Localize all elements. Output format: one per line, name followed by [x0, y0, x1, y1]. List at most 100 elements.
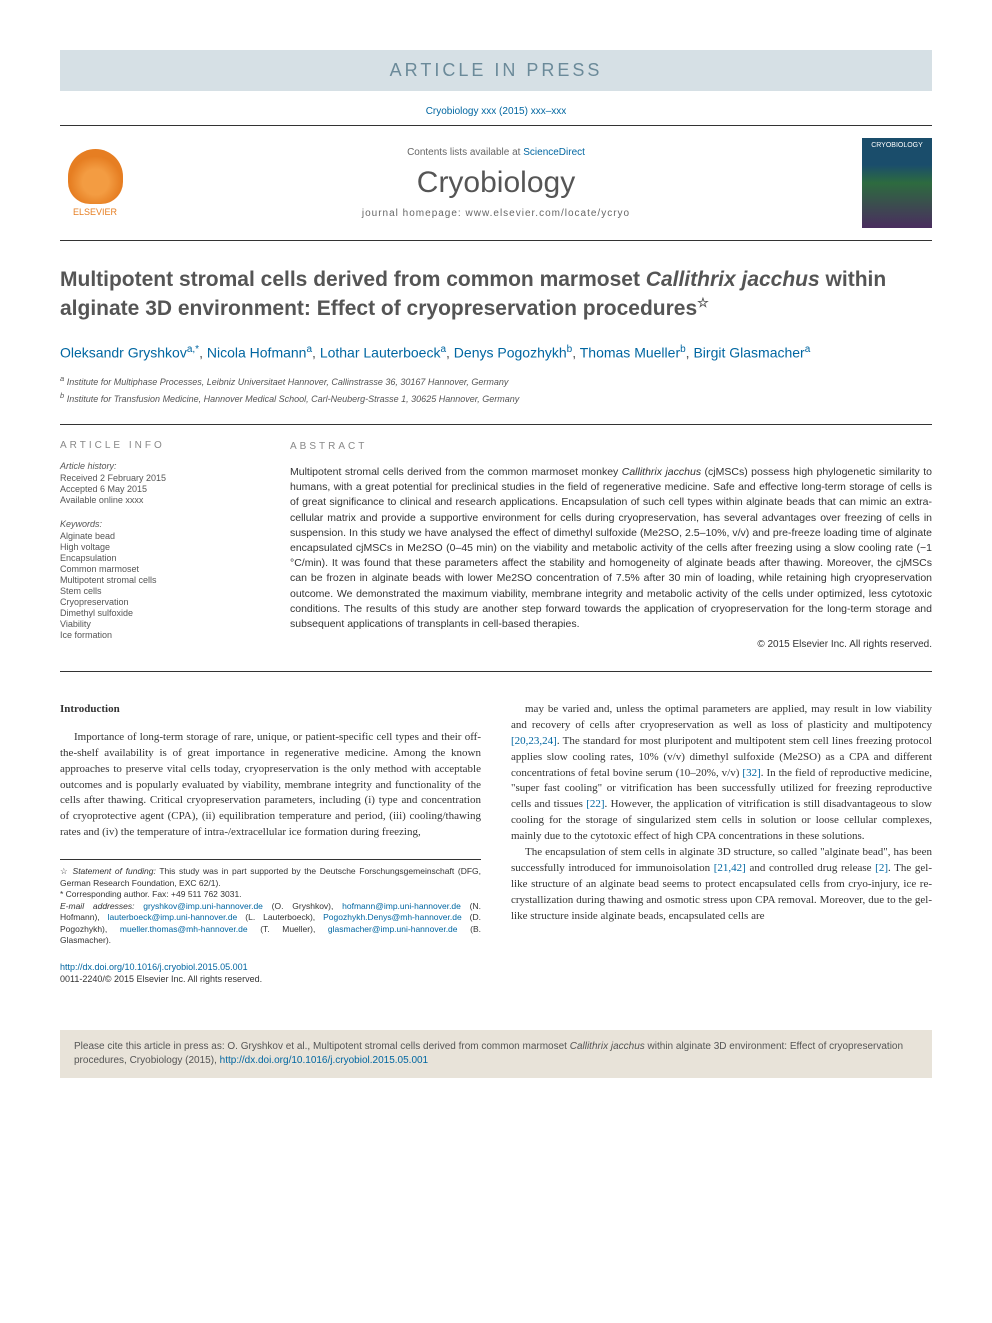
- email-link[interactable]: gryshkov@imp.uni-hannover.de: [143, 901, 263, 911]
- divider: [60, 671, 932, 672]
- history-accepted: Accepted 6 May 2015: [60, 484, 260, 494]
- author-link[interactable]: Nicola Hofmann: [207, 344, 307, 360]
- author-affil-sup: a: [805, 344, 811, 355]
- keyword: Viability: [60, 619, 260, 629]
- keyword: Stem cells: [60, 586, 260, 596]
- history-received: Received 2 February 2015: [60, 473, 260, 483]
- author-link[interactable]: Lothar Lauterboeck: [320, 344, 441, 360]
- email-link[interactable]: mueller.thomas@mh-hannover.de: [120, 924, 248, 934]
- history-online: Available online xxxx: [60, 495, 260, 505]
- author-list: Oleksandr Gryshkova,*, Nicola Hofmanna, …: [60, 342, 932, 364]
- article-title: Multipotent stromal cells derived from c…: [60, 266, 932, 324]
- doi-block: http://dx.doi.org/10.1016/j.cryobiol.201…: [60, 961, 481, 985]
- email-who: (L. Lauterboeck),: [237, 912, 323, 922]
- cite-box-doi-link[interactable]: http://dx.doi.org/10.1016/j.cryobiol.201…: [220, 1055, 428, 1066]
- email-link[interactable]: Pogozhykh.Denys@mh-hannover.de: [323, 912, 462, 922]
- journal-homepage-line: journal homepage: www.elsevier.com/locat…: [130, 208, 862, 219]
- abstract: ABSTRACT Multipotent stromal cells deriv…: [290, 440, 932, 652]
- email-who: (O. Gryshkov),: [263, 901, 342, 911]
- author-link[interactable]: Oleksandr Gryshkov: [60, 344, 187, 360]
- journal-header: ELSEVIER Contents lists available at Sci…: [60, 125, 932, 241]
- author-link[interactable]: Denys Pogozhykh: [454, 344, 567, 360]
- keyword: Multipotent stromal cells: [60, 575, 260, 585]
- affil-label: b: [60, 391, 64, 400]
- abstract-text-part: Multipotent stromal cells derived from t…: [290, 466, 622, 478]
- author-affil-sup: a: [440, 344, 446, 355]
- citation-ref[interactable]: [21,42]: [714, 862, 746, 874]
- affiliation: a Institute for Multiphase Processes, Le…: [60, 373, 932, 390]
- email-footnote: E-mail addresses: gryshkov@imp.uni-hanno…: [60, 901, 481, 947]
- article-info-heading: ARTICLE INFO: [60, 440, 260, 451]
- elsevier-logo: ELSEVIER: [60, 143, 130, 223]
- keywords-label: Keywords:: [60, 519, 260, 529]
- funding-star-icon: ☆: [697, 295, 709, 310]
- sciencedirect-link[interactable]: ScienceDirect: [523, 147, 585, 158]
- cite-box-species: Callithrix jacchus: [570, 1041, 645, 1052]
- email-who: (T. Mueller),: [248, 924, 328, 934]
- intro-heading: Introduction: [60, 702, 481, 718]
- keyword: Ice formation: [60, 630, 260, 640]
- column-left: Introduction Importance of long-term sto…: [60, 702, 481, 985]
- contents-prefix: Contents lists available at: [407, 147, 523, 158]
- author-affil-sup: a,: [187, 344, 195, 355]
- journal-name: Cryobiology: [130, 166, 862, 200]
- body-text: may be varied and, unless the optimal pa…: [511, 703, 932, 731]
- citation-ref[interactable]: [22]: [586, 798, 604, 810]
- title-pre: Multipotent stromal cells derived from c…: [60, 268, 646, 291]
- abstract-text-part: (cjMSCs) possess high phylogenetic simil…: [290, 466, 932, 630]
- affil-label: a: [60, 374, 64, 383]
- elsevier-label: ELSEVIER: [73, 207, 117, 217]
- body-text: and controlled drug release: [746, 862, 875, 874]
- body-paragraph: Importance of long-term storage of rare,…: [60, 730, 481, 842]
- issn-copyright: 0011-2240/© 2015 Elsevier Inc. All right…: [60, 974, 262, 984]
- cite-box-pre: Please cite this article in press as: O.…: [74, 1041, 570, 1052]
- copyright-line: © 2015 Elsevier Inc. All rights reserved…: [290, 638, 932, 653]
- author-link[interactable]: Birgit Glasmacher: [693, 344, 804, 360]
- abstract-species: Callithrix jacchus: [622, 466, 701, 478]
- abstract-text: Multipotent stromal cells derived from t…: [290, 465, 932, 632]
- history-label: Article history:: [60, 461, 260, 471]
- abstract-heading: ABSTRACT: [290, 440, 932, 455]
- column-right: may be varied and, unless the optimal pa…: [511, 702, 932, 985]
- doi-link[interactable]: http://dx.doi.org/10.1016/j.cryobiol.201…: [60, 962, 248, 972]
- author-affil-sup: b: [567, 344, 573, 355]
- funding-label: Statement of funding:: [73, 866, 156, 876]
- please-cite-box: Please cite this article in press as: O.…: [60, 1030, 932, 1078]
- journal-cover-thumbnail: [862, 138, 932, 228]
- author-corr-sup: *: [195, 344, 199, 355]
- keyword: High voltage: [60, 542, 260, 552]
- author-affil-sup: a: [306, 344, 312, 355]
- funding-footnote: ☆ Statement of funding: This study was i…: [60, 866, 481, 889]
- email-link[interactable]: glasmacher@imp.uni-hannover.de: [328, 924, 458, 934]
- author-affil-sup: b: [680, 344, 686, 355]
- homepage-url[interactable]: www.elsevier.com/locate/ycryo: [466, 208, 631, 219]
- citation-line: Cryobiology xxx (2015) xxx–xxx: [60, 106, 932, 117]
- article-in-press-banner: ARTICLE IN PRESS: [60, 50, 932, 91]
- contents-available-line: Contents lists available at ScienceDirec…: [130, 147, 862, 158]
- keyword: Cryopreservation: [60, 597, 260, 607]
- affiliation-list: a Institute for Multiphase Processes, Le…: [60, 373, 932, 406]
- keyword: Alginate bead: [60, 531, 260, 541]
- body-paragraph: The encapsulation of stem cells in algin…: [511, 845, 932, 925]
- affil-text: Institute for Transfusion Medicine, Hann…: [67, 394, 520, 404]
- body-columns: Introduction Importance of long-term sto…: [60, 702, 932, 985]
- affil-text: Institute for Multiphase Processes, Leib…: [67, 377, 509, 387]
- title-species: Callithrix jacchus: [646, 268, 820, 291]
- elsevier-tree-icon: [68, 149, 123, 204]
- article-info-sidebar: ARTICLE INFO Article history: Received 2…: [60, 440, 260, 652]
- email-link[interactable]: lauterboeck@imp.uni-hannover.de: [108, 912, 238, 922]
- homepage-prefix: journal homepage:: [362, 208, 466, 219]
- keyword: Encapsulation: [60, 553, 260, 563]
- citation-ref[interactable]: [2]: [875, 862, 888, 874]
- footnotes: ☆ Statement of funding: This study was i…: [60, 859, 481, 985]
- keyword: Common marmoset: [60, 564, 260, 574]
- funding-star: ☆: [60, 866, 73, 876]
- corresponding-author-footnote: * Corresponding author. Fax: +49 511 762…: [60, 889, 481, 900]
- email-link[interactable]: hofmann@imp.uni-hannover.de: [342, 901, 461, 911]
- author-link[interactable]: Thomas Mueller: [580, 344, 680, 360]
- citation-ref[interactable]: [20,23,24]: [511, 735, 557, 747]
- keyword: Dimethyl sulfoxide: [60, 608, 260, 618]
- body-paragraph: may be varied and, unless the optimal pa…: [511, 702, 932, 845]
- citation-ref[interactable]: [32]: [742, 767, 760, 779]
- affiliation: b Institute for Transfusion Medicine, Ha…: [60, 390, 932, 407]
